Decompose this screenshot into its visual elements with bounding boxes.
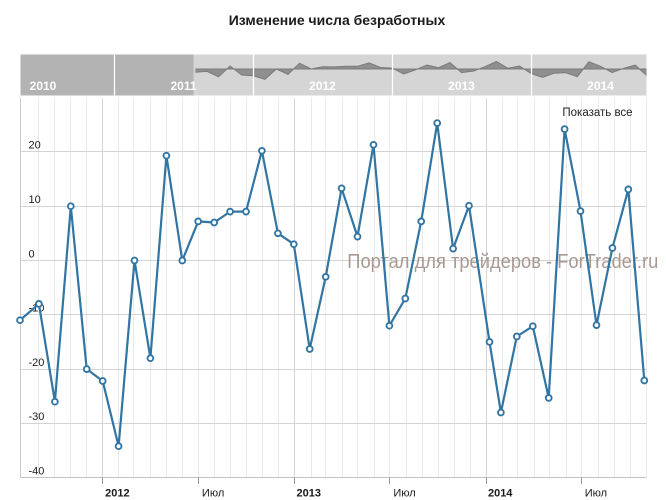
svg-text:2012: 2012 [309,79,336,93]
svg-text:Изменение числа безработных: Изменение числа безработных [229,12,446,28]
svg-text:Июл: Июл [585,487,607,499]
svg-text:2013: 2013 [297,487,321,499]
svg-text:-40: -40 [29,466,45,478]
svg-text:0: 0 [29,248,35,260]
svg-text:2014: 2014 [587,79,614,93]
svg-text:Портал для трейдеров - ForTrad: Портал для трейдеров - ForTrader.ru [347,251,658,273]
svg-text:2012: 2012 [105,487,129,499]
svg-text:2011: 2011 [170,79,196,93]
svg-text:2010: 2010 [30,79,57,93]
svg-text:Июл: Июл [393,487,415,499]
svg-text:Показать все: Показать все [562,107,632,119]
svg-text:10: 10 [29,194,41,206]
svg-text:2014: 2014 [488,487,513,499]
svg-text:2013: 2013 [448,79,475,93]
svg-text:-30: -30 [29,411,45,423]
svg-text:-20: -20 [29,357,45,369]
svg-text:Июл: Июл [202,487,224,499]
svg-text:20: 20 [29,140,41,152]
